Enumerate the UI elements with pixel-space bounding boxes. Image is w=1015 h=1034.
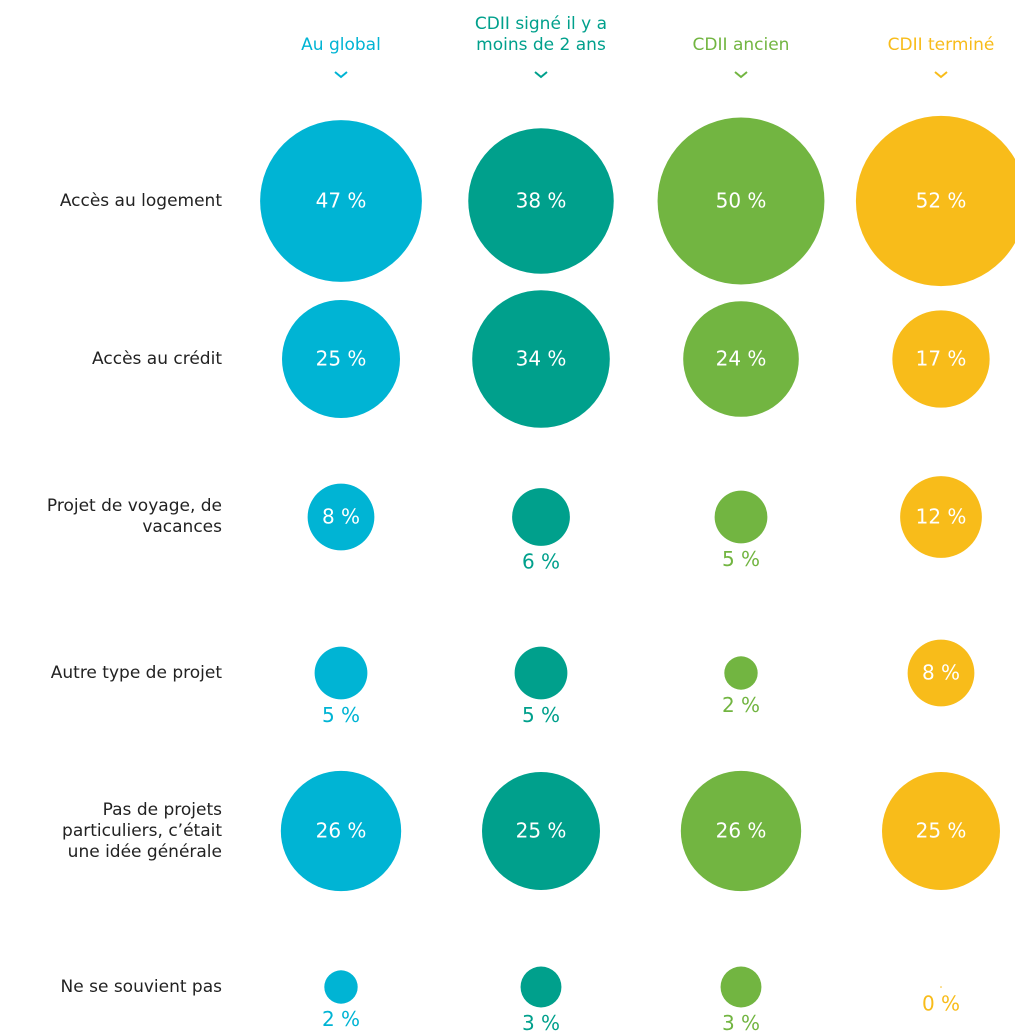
value-label: 52 % — [916, 189, 967, 213]
bubble — [482, 772, 600, 890]
value-label: 50 % — [716, 189, 767, 213]
bubble — [514, 646, 568, 700]
bubble — [683, 301, 799, 417]
value-label: 25 % — [316, 347, 367, 371]
value-label: 8 % — [322, 505, 360, 529]
value-label: 38 % — [516, 189, 567, 213]
bubble — [714, 490, 768, 544]
bubble — [472, 290, 610, 428]
value-label: 25 % — [516, 819, 567, 843]
value-label: 3 % — [522, 1011, 560, 1034]
value-label: 5 % — [522, 703, 560, 727]
value-label: 47 % — [316, 189, 367, 213]
value-label: 0 % — [922, 991, 960, 1015]
value-label: 8 % — [922, 661, 960, 685]
bubble — [882, 772, 1000, 890]
chevron — [534, 71, 548, 79]
bubble — [324, 970, 358, 1004]
column-header: Au global — [301, 35, 381, 55]
row-label: Accès au logement — [59, 190, 222, 211]
column-header: CDII ancien — [692, 35, 790, 55]
column-header: CDII signé il y a moins de 2 ans — [474, 14, 608, 55]
bubble — [307, 483, 375, 551]
value-label: 6 % — [522, 549, 560, 573]
value-label: 12 % — [916, 505, 967, 529]
bubble — [680, 770, 802, 892]
row-label: Autre type de projet — [50, 662, 222, 683]
bubble — [512, 488, 570, 546]
chevron — [334, 71, 348, 79]
bubble — [260, 120, 422, 282]
bubble — [907, 639, 975, 707]
value-label: 26 % — [716, 819, 767, 843]
row-label: Accès au crédit — [92, 348, 222, 369]
value-label: 26 % — [316, 819, 367, 843]
value-label: 17 % — [916, 347, 967, 371]
bubble — [892, 310, 990, 408]
value-label: 2 % — [722, 693, 760, 717]
bubble — [900, 476, 982, 558]
bubble — [855, 115, 1015, 287]
bubble — [520, 966, 562, 1008]
value-label: 25 % — [916, 819, 967, 843]
value-label: 3 % — [722, 1011, 760, 1034]
value-label: 34 % — [516, 347, 567, 371]
chevron — [734, 71, 748, 79]
value-label: 24 % — [716, 347, 767, 371]
value-label: 5 % — [722, 547, 760, 571]
row-label: Projet de voyage, de vacances — [46, 496, 222, 537]
bubble — [468, 128, 614, 274]
row-label: Pas de projets particuliers, c’était une… — [62, 799, 222, 862]
bubble — [940, 986, 942, 988]
bubble — [280, 770, 402, 892]
bubble — [720, 966, 762, 1008]
bubble — [657, 117, 825, 285]
row-label: Ne se souvient pas — [60, 976, 222, 997]
chevron — [934, 71, 948, 79]
value-label: 5 % — [322, 703, 360, 727]
value-label: 2 % — [322, 1007, 360, 1031]
bubble — [314, 646, 368, 700]
bubble — [724, 656, 758, 690]
column-header: CDII terminé — [887, 35, 995, 55]
bubble — [282, 300, 400, 418]
